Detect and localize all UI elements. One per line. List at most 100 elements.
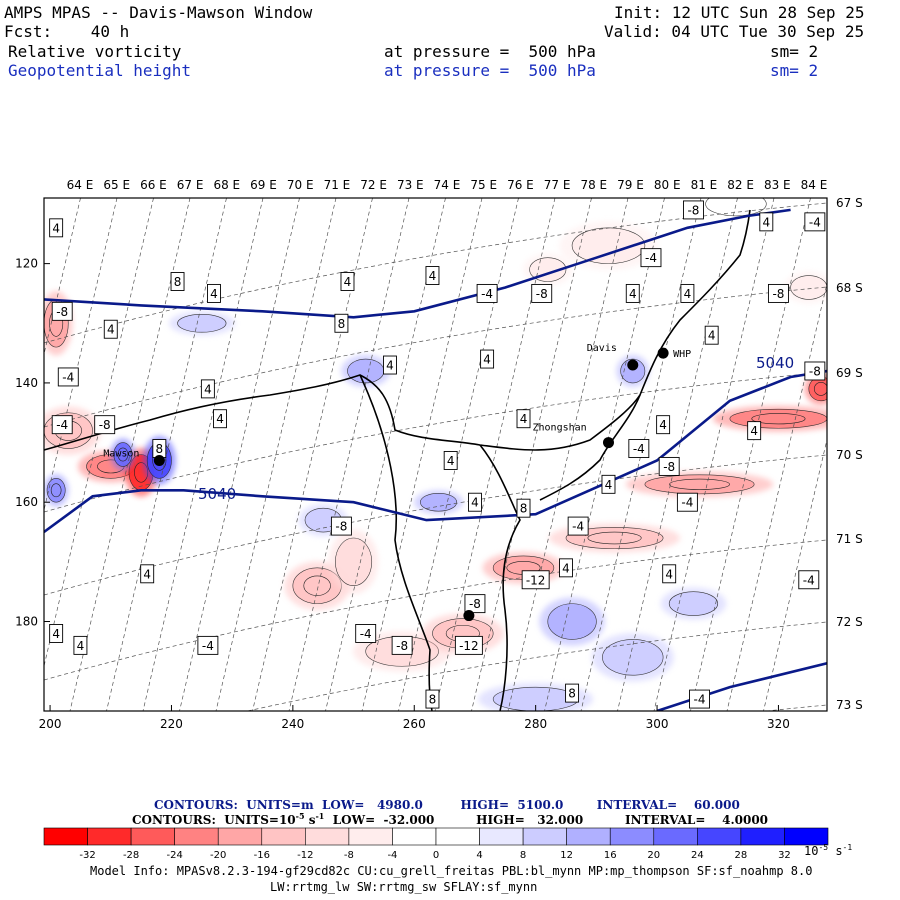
vorticity-area-24	[547, 603, 597, 640]
vorticity-core-5	[117, 447, 129, 462]
colorbar-swatch-12	[566, 827, 611, 846]
meridian-line-4	[69, 198, 191, 711]
meridian-line-19	[617, 198, 738, 711]
contour-label-box-27	[443, 451, 458, 470]
contour-label-box-44	[464, 594, 486, 614]
cb-units-exp: -5	[818, 843, 829, 852]
contour-label-box-37	[330, 516, 352, 536]
contour-label-box-50	[197, 635, 219, 655]
contour-label-48: 4	[52, 627, 60, 641]
contour-label-box-30	[658, 456, 680, 476]
longitude-label-18: 82 E	[727, 178, 754, 192]
longitude-label-10: 74 E	[434, 178, 461, 192]
colorbar-tick-15: 28	[735, 850, 748, 861]
colorbar-tick-11: 12	[560, 850, 573, 861]
model-info-line1: Model Info: MPASv8.2.3-194-gf29cd82c CU:…	[90, 864, 813, 878]
contour-label-2: 4	[210, 287, 218, 301]
meridian-line-11	[325, 198, 446, 711]
height-label-5040-south: 5040	[198, 485, 236, 503]
vorticity-core-12	[587, 531, 642, 545]
contour-label-box-16	[334, 313, 349, 333]
contour-label-47: -12	[459, 639, 479, 653]
contour-label-43: -4	[803, 573, 815, 587]
contour-label-box-38	[567, 516, 589, 536]
contour-label-49: 4	[77, 639, 85, 653]
contour-label-41: 4	[562, 561, 570, 575]
contour-label-box-17	[383, 355, 397, 375]
latitude-label-0: 67 S	[836, 196, 863, 210]
vorticity-contour-info: CONTOURS: UNITS=10-5 s-1 LOW= -32.000 HI…	[132, 811, 768, 827]
contour-label-3: 4	[344, 275, 352, 289]
colorbar-tick-3: -20	[210, 850, 226, 861]
contour-label-box-26	[516, 409, 531, 429]
colorbar-swatch-1	[87, 827, 132, 846]
contour-label-15: 4	[107, 323, 115, 337]
contour-label-12: -8	[772, 287, 784, 301]
meridian-line-21	[690, 198, 811, 711]
vort-info-exp2: -1	[315, 811, 325, 821]
height-contour-0	[44, 208, 791, 319]
contour-label-17: 4	[386, 359, 394, 373]
vorticity-area-8	[335, 537, 373, 587]
contour-label-30: -8	[663, 460, 675, 474]
longitude-label-11: 75 E	[470, 178, 497, 192]
contour-label-39: 4	[143, 567, 151, 581]
colorbar-units: 10-5 s-1	[804, 843, 852, 858]
longitude-label-0: 64 E	[67, 178, 94, 192]
colorbar-tick-9: 4	[476, 850, 482, 861]
contour-label-40: -12	[526, 573, 546, 587]
longitude-label-15: 79 E	[617, 178, 644, 192]
station-label-zhongshan: Zhongshan	[532, 423, 586, 434]
init-time: Init: 12 UTC Sun 28 Sep 25	[614, 3, 865, 22]
y-tick-label-0: 120	[15, 257, 38, 271]
colorbar-swatch-2	[130, 827, 175, 846]
x-tick-label-6: 320	[767, 717, 790, 731]
contour-label-51: 8	[429, 693, 437, 707]
longitude-label-8: 72 E	[360, 178, 387, 192]
contour-label-10: -8	[687, 203, 699, 217]
contour-label-box-15	[103, 319, 118, 339]
contour-label-5: -4	[481, 287, 493, 301]
longitude-label-19: 83 E	[764, 178, 791, 192]
contour-label-32: -8	[809, 364, 821, 378]
contour-label-box-41	[559, 558, 573, 578]
contour-label-box-36	[516, 498, 531, 518]
parallel-line-4	[44, 539, 827, 681]
contour-label-box-51	[425, 689, 440, 709]
vorticity-area-19	[790, 275, 827, 300]
colorbar-tick-10: 8	[520, 850, 526, 861]
station-marker-3	[153, 454, 165, 466]
parallel-line-1	[44, 286, 827, 428]
contour-label-22: -8	[99, 418, 111, 432]
contour-label-46: -8	[396, 639, 408, 653]
vort-info-b: s	[304, 813, 316, 827]
contour-label-box-47	[454, 635, 483, 655]
vorticity-core-13	[669, 478, 730, 490]
contour-label-6: -8	[536, 287, 548, 301]
contour-label-42: 4	[665, 567, 673, 581]
x-tick-label-4: 280	[524, 717, 547, 731]
contour-label-box-3	[340, 272, 355, 291]
vorticity-area-26	[668, 591, 719, 616]
longitude-label-1: 65 E	[103, 178, 130, 192]
model-info-line2: LW:rrtmg_lw SW:rrtmg_sw SFLAY:sf_mynn	[270, 880, 538, 894]
longitude-label-14: 78 E	[580, 178, 607, 192]
contour-label-box-32	[804, 361, 826, 381]
vorticity-area-13	[644, 474, 755, 495]
contour-label-box-8	[625, 283, 640, 303]
contour-label-24: 4	[216, 412, 224, 426]
vort-info-c: LOW= -32.000 HIGH= 32.000 INTERVAL= 4.00…	[324, 813, 769, 827]
field-1-smoothing: sm= 2	[770, 42, 819, 61]
meridian-line-20	[653, 198, 775, 711]
contour-label-box-40	[521, 570, 550, 590]
station-marker-4	[463, 610, 475, 622]
contour-label-box-48	[49, 624, 64, 643]
contour-label-23: -4	[56, 418, 68, 432]
contour-label-box-21	[200, 379, 215, 399]
contour-label-8: 4	[629, 287, 637, 301]
contour-label-50: -4	[202, 639, 214, 653]
station-label-mawson: Mawson	[103, 448, 139, 459]
height-contour-info: CONTOURS: UNITS=m LOW= 4980.0 HIGH= 5100…	[154, 798, 740, 812]
colorbar-swatch-5	[261, 827, 306, 846]
contour-label-box-11	[759, 212, 774, 232]
